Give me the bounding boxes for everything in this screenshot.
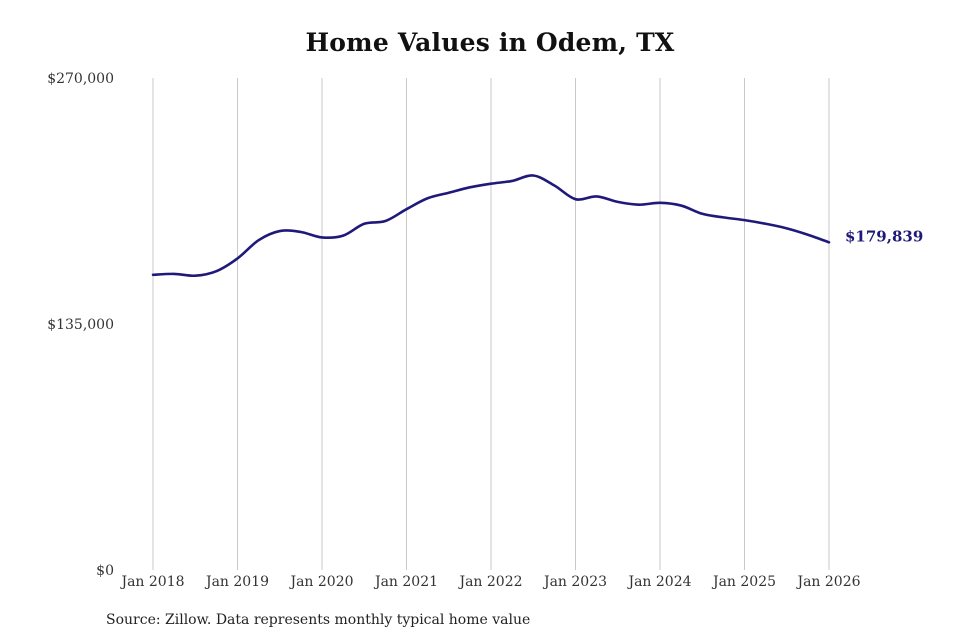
y-axis-ticks: $0 $135,000 $270,000: [47, 71, 114, 579]
series-line: [151, 174, 831, 278]
x-tick-label: Jan 2024: [626, 574, 691, 590]
x-tick-label: Jan 2018: [119, 574, 184, 590]
y-tick-label: $270,000: [47, 71, 114, 87]
source-note: Source: Zillow. Data represents monthly …: [106, 612, 531, 628]
x-tick-label: Jan 2021: [373, 574, 438, 590]
y-tick-label: $0: [96, 563, 114, 579]
x-tick-label: Jan 2026: [795, 574, 860, 590]
x-axis-ticks: Jan 2018 Jan 2019 Jan 2020 Jan 2021 Jan 2022…: [119, 574, 860, 590]
end-value-label-layer: $179,839: [845, 227, 923, 245]
grid-lines: [152, 78, 830, 570]
chart-title: Home Values in Odem, TX: [305, 28, 675, 57]
x-tick-label: Jan 2019: [204, 574, 269, 590]
x-tick-label: Jan 2022: [457, 574, 522, 590]
x-tick-label: Jan 2023: [542, 574, 607, 590]
end-value-label: $179,839: [845, 227, 923, 245]
x-tick-label: Jan 2020: [288, 574, 353, 590]
series-layer: [151, 174, 831, 278]
x-tick-label: Jan 2025: [711, 574, 776, 590]
y-tick-label: $135,000: [47, 317, 114, 333]
